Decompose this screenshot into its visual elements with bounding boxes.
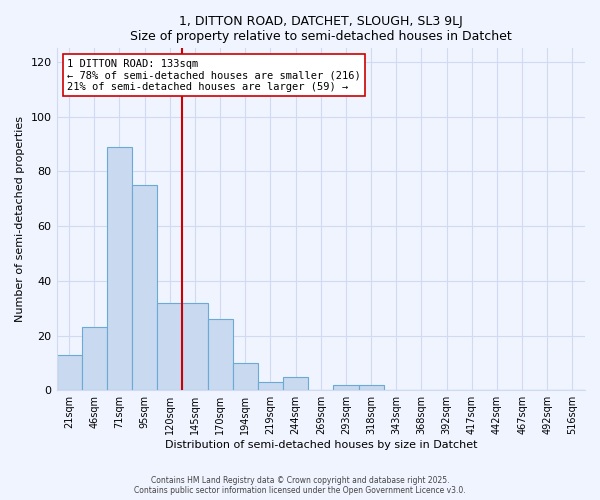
Title: 1, DITTON ROAD, DATCHET, SLOUGH, SL3 9LJ
Size of property relative to semi-detac: 1, DITTON ROAD, DATCHET, SLOUGH, SL3 9LJ… [130,15,512,43]
Bar [56,355,82,390]
Bar [157,303,182,390]
Bar [208,319,233,390]
Bar [258,382,283,390]
Text: Contains HM Land Registry data © Crown copyright and database right 2025.
Contai: Contains HM Land Registry data © Crown c… [134,476,466,495]
Bar [132,185,157,390]
X-axis label: Distribution of semi-detached houses by size in Datchet: Distribution of semi-detached houses by … [164,440,477,450]
Bar [182,303,208,390]
Bar [107,147,132,390]
Y-axis label: Number of semi-detached properties: Number of semi-detached properties [15,116,25,322]
Bar [334,385,359,390]
Bar [283,376,308,390]
Text: 1 DITTON ROAD: 133sqm
← 78% of semi-detached houses are smaller (216)
21% of sem: 1 DITTON ROAD: 133sqm ← 78% of semi-deta… [67,58,361,92]
Bar [359,385,383,390]
Bar [82,328,107,390]
Bar [233,363,258,390]
